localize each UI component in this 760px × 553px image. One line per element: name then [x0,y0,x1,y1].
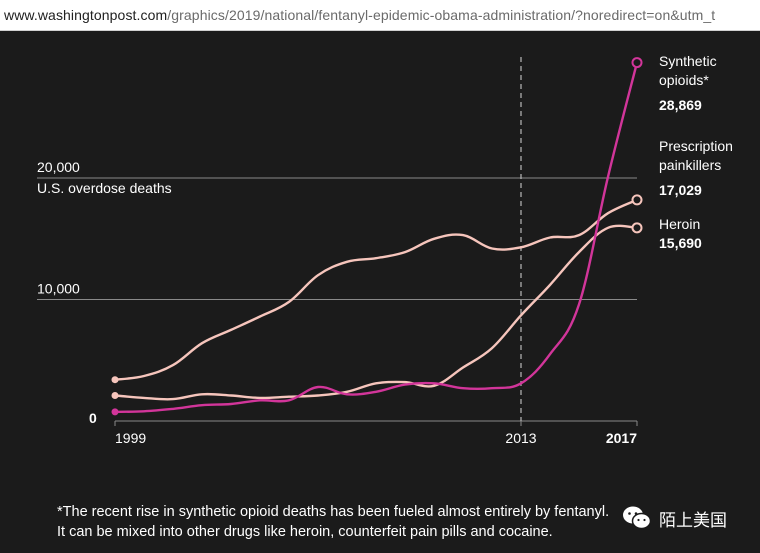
series-label-heroin-0: Heroin [659,216,700,232]
watermark: 陌上美国 [622,505,727,531]
footnote-line-1: *The recent rise in synthetic opioid dea… [57,504,610,520]
y-tick-label-20000: 20,000 [37,159,80,175]
y-tick-label-0: 0 [89,410,97,426]
y-tick-label-10000: 10,000 [37,281,80,297]
end-marker-synthetic[interactable] [631,57,643,69]
start-dot-prescription [111,376,119,384]
overdose-chart: 0 10,000 20,000 U.S. overdose deaths 1999 2… [37,53,733,446]
series-value-heroin: 15,690 [659,235,702,251]
x-tick-label-2017: 2017 [606,430,637,446]
wechat-icon [623,506,652,530]
start-dot-heroin [111,391,119,399]
footnote: *The recent rise in synthetic opioid dea… [57,502,657,542]
end-marker-prescription[interactable] [631,194,643,206]
series-label-synthetic-0: Synthetic [659,53,717,69]
start-dot-synthetic [111,408,119,416]
grid-lines [37,177,637,422]
url-path: /graphics/2019/national/fentanyl-epidemi… [167,7,716,23]
x-tick-label-2013: 2013 [505,430,536,446]
y-axis-label: U.S. overdose deaths [37,180,172,196]
url-host: www.washingtonpost.com [4,7,168,23]
line-heroin [113,224,639,401]
series-labels: Prescription painkillers 17,029 Heroin 15,69… [659,53,733,251]
series-label-synthetic-1: opioids* [659,72,709,88]
series-label-prescription-1: painkillers [659,157,721,173]
series-value-prescription: 17,029 [659,182,702,198]
end-marker-heroin[interactable] [631,222,643,234]
line-prescription [113,198,639,381]
browser-address-bar[interactable]: www.washingtonpost.com/graphics/2019/nat… [0,0,760,31]
footnote-line-2: It can be mixed into other drugs like he… [57,524,553,540]
series-value-synthetic: 28,869 [659,97,702,113]
series-label-prescription-0: Prescription [659,138,733,154]
watermark-text: 陌上美国 [659,510,727,530]
url-text[interactable]: www.washingtonpost.com/graphics/2019/nat… [4,7,715,23]
series-lines [111,57,643,416]
x-tick-label-1999: 1999 [115,430,146,446]
y-tick-labels: 0 10,000 20,000 [37,159,97,426]
line-synthetic [113,61,639,414]
x-tick-labels: 1999 2013 2017 [114,421,638,446]
